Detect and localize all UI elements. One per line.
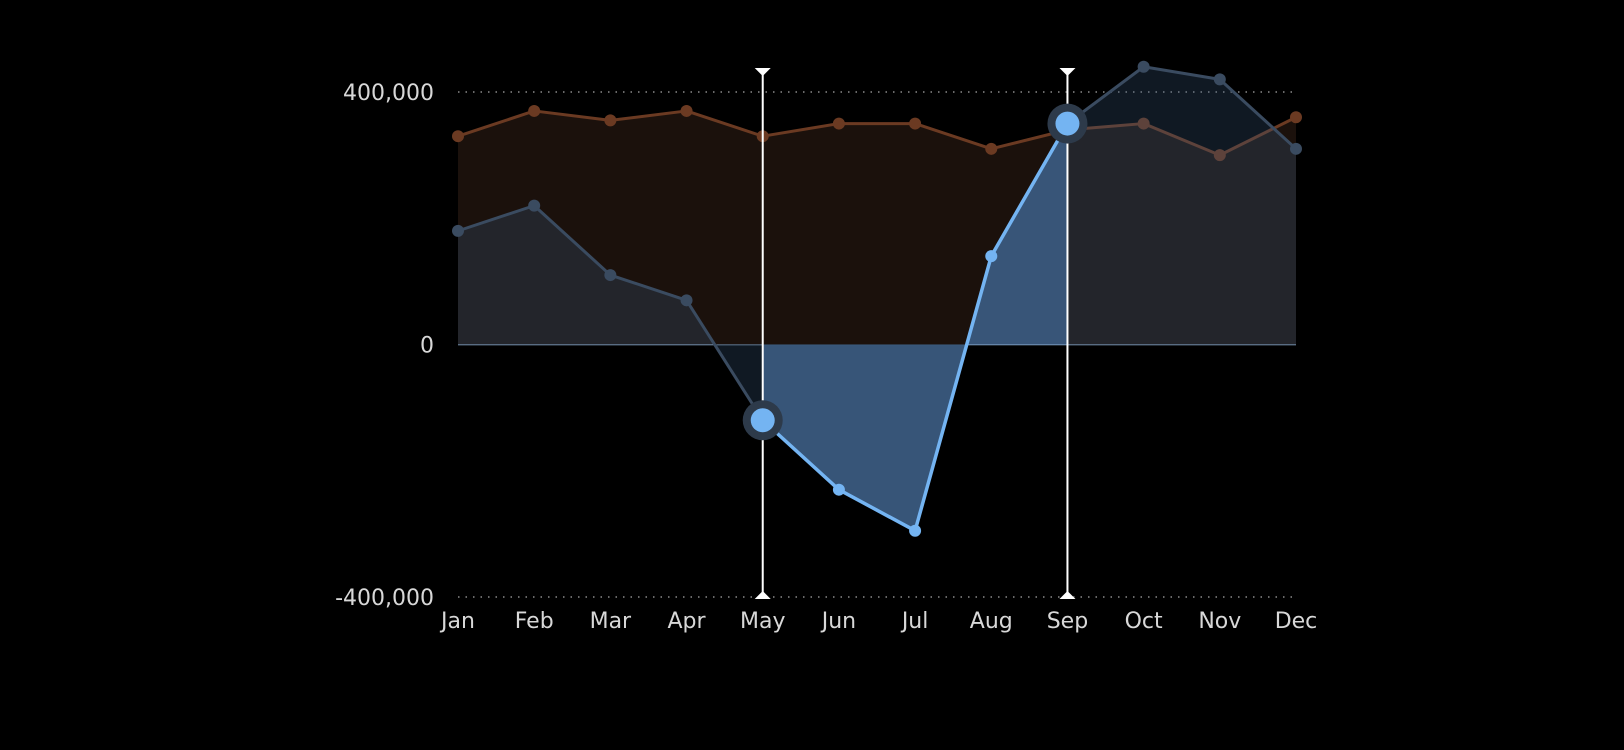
x-tick-label: May	[740, 609, 785, 634]
series-2-point	[832, 483, 845, 496]
x-tick-label: Jun	[820, 609, 856, 634]
series-2-line	[762, 121, 1068, 533]
series-2-point	[528, 199, 541, 212]
series-1-point	[1290, 111, 1302, 124]
y-tick-label: 0	[420, 334, 434, 359]
selection-handle-top	[754, 68, 771, 76]
series-1-point	[604, 114, 617, 127]
series-1-point	[985, 142, 998, 155]
series-1-point	[528, 104, 541, 117]
x-tick-label: Oct	[1125, 609, 1163, 634]
series-1-point	[1213, 149, 1226, 162]
x-tick-label: Sep	[1047, 609, 1088, 634]
x-tick-label: Apr	[668, 609, 707, 634]
series-1-point	[1137, 117, 1150, 130]
series-1-point	[909, 117, 922, 130]
series-2-point	[680, 294, 693, 307]
series-1-area	[458, 110, 1296, 345]
series-1-point	[832, 117, 845, 130]
series-1-line	[457, 109, 1297, 157]
series-2-point	[1290, 142, 1302, 155]
x-tick-label: Aug	[970, 609, 1013, 634]
series-2-point	[985, 250, 998, 263]
selection-handle-top	[1059, 68, 1076, 76]
series-2-point	[604, 269, 617, 282]
series-2-area-dim	[1067, 66, 1296, 345]
series-2-line-dim	[1067, 65, 1298, 150]
series-2-area	[762, 123, 1068, 531]
series-2-point	[1213, 73, 1226, 86]
series-2-point	[909, 524, 922, 537]
series-2-line-dim	[457, 204, 763, 423]
x-tick-label: Mar	[590, 609, 632, 634]
y-tick-label: 400,000	[343, 81, 434, 106]
selection-handle-bottom	[1059, 591, 1076, 599]
x-tick-label: Dec	[1275, 609, 1318, 634]
series-2-point	[452, 224, 464, 237]
series-2-point	[1137, 60, 1150, 73]
x-tick-label: Feb	[515, 609, 554, 634]
selected-point	[750, 408, 775, 433]
selected-point	[1055, 111, 1080, 136]
series-1-point	[452, 130, 464, 143]
y-tick-label: -400,000	[335, 586, 434, 611]
selection-handle-bottom	[754, 591, 771, 599]
series-2-area-dim	[458, 205, 763, 421]
x-tick-label: Jan	[439, 609, 475, 634]
x-tick-label: Jul	[900, 609, 929, 634]
series-1-point	[680, 104, 693, 117]
x-tick-label: Nov	[1198, 609, 1241, 634]
